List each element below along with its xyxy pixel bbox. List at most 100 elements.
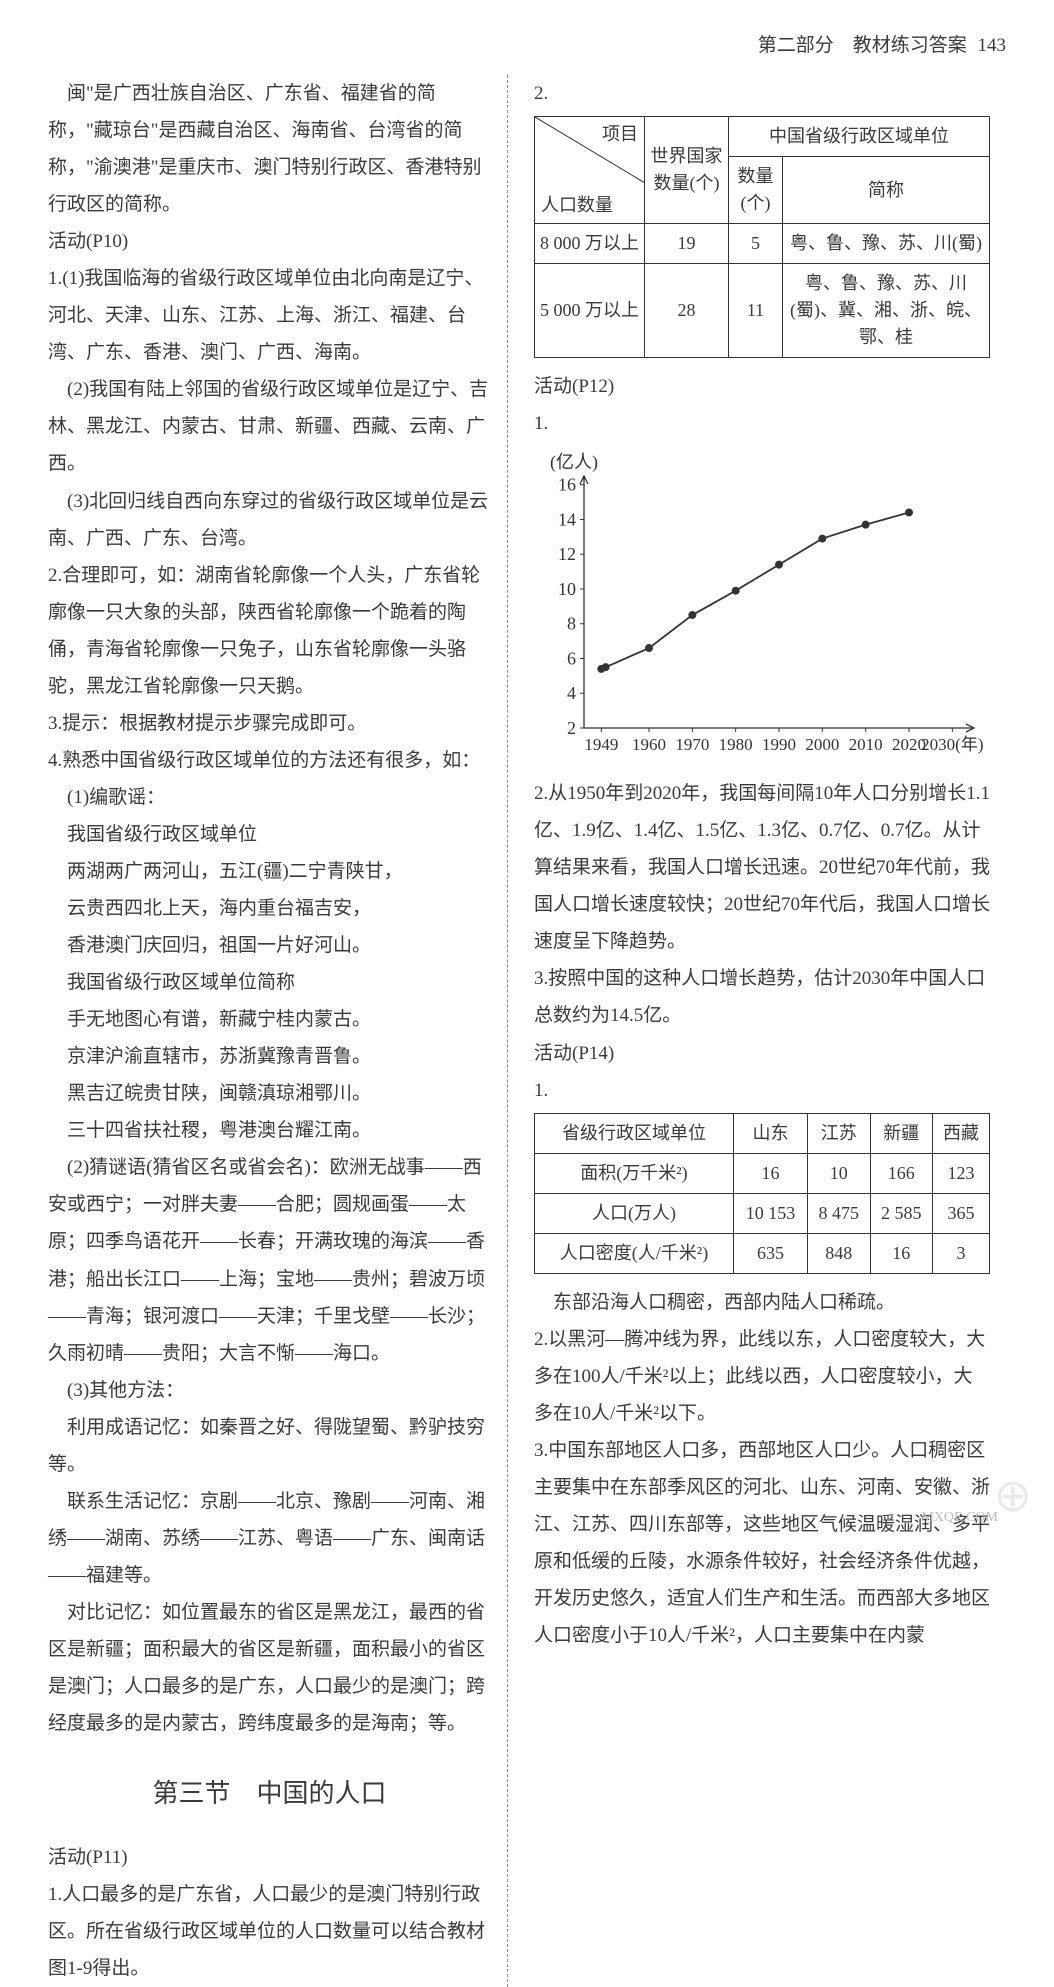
left-column: 闽"是广西壮族自治区、广东省、福建省的简称，"藏琼台"是西藏自治区、海南省、台湾… — [48, 75, 508, 1987]
t2-r2c4: 3 — [933, 1233, 990, 1273]
q4-1d: 香港澳门庆回归，祖国一片好河山。 — [48, 927, 491, 964]
right-column: 2. 项目 人口数量 世界国家数量(个) 中国省级行政区域单位 数量(个) 简称… — [530, 75, 990, 1987]
table-row: 5 000 万以上 28 11 粤、鲁、豫、苏、川(蜀)、冀、湘、浙、皖、鄂、桂 — [535, 264, 990, 358]
t2-h0: 省级行政区域单位 — [535, 1113, 734, 1153]
line-chart-svg: (亿人)246810121416194919601970198019902000… — [534, 448, 984, 758]
q4-1e: 我国省级行政区域单位简称 — [48, 964, 491, 1001]
activity-p12: 活动(P12) — [534, 368, 990, 405]
population-chart: (亿人)246810121416194919601970198019902000… — [534, 448, 990, 771]
t1-r0-label: 8 000 万以上 — [535, 224, 645, 264]
t1-r1-world: 28 — [645, 264, 729, 358]
t2-h4: 西藏 — [933, 1113, 990, 1153]
table-row: 人口密度(人/千米²) 635 848 16 3 — [535, 1233, 990, 1273]
t2-h2: 江苏 — [807, 1113, 870, 1153]
svg-text:2: 2 — [567, 718, 576, 738]
t2-r1c4: 365 — [933, 1193, 990, 1233]
t2-r0c3: 166 — [870, 1153, 933, 1193]
intro-text: 闽"是广西壮族自治区、广东省、福建省的简称，"藏琼台"是西藏自治区、海南省、台湾… — [48, 75, 491, 223]
q4-2: (2)猜谜语(猜省区名或省会名)：欧洲无战事——西安或西宁；一对胖夫妻——合肥；… — [48, 1149, 491, 1371]
activity-p14: 活动(P14) — [534, 1035, 990, 1072]
q3: 3.提示：根据教材提示步骤完成即可。 — [48, 705, 491, 742]
t1-r1-cn: 11 — [729, 264, 783, 358]
t2-r1c3: 2 585 — [870, 1193, 933, 1233]
t2-r0c1: 16 — [733, 1153, 807, 1193]
t1-h2b: 简称 — [783, 157, 990, 224]
page-header: 第二部分 教材练习答案 143 — [48, 30, 1006, 57]
svg-text:8: 8 — [567, 614, 576, 634]
p12-q3: 3.按照中国的这种人口增长趋势，估计2030年中国人口总数约为14.5亿。 — [534, 960, 990, 1034]
t2-r0c4: 123 — [933, 1153, 990, 1193]
t2-h1: 山东 — [733, 1113, 807, 1153]
table-row: 省级行政区域单位 山东 江苏 新疆 西藏 — [535, 1113, 990, 1153]
svg-text:2000: 2000 — [805, 735, 839, 754]
table1-label: 2. — [534, 75, 990, 112]
q4-1g: 京津沪渝直辖市，苏浙冀豫青晋鲁。 — [48, 1038, 491, 1075]
density-table: 省级行政区域单位 山东 江苏 新疆 西藏 面积(万千米²) 16 10 166 … — [534, 1113, 990, 1274]
q4-1a: 我国省级行政区域单位 — [48, 816, 491, 853]
svg-text:1970: 1970 — [675, 735, 709, 754]
table-row: 8 000 万以上 19 5 粤、鲁、豫、苏、川(蜀) — [535, 224, 990, 264]
q4-1h: 黑吉辽皖贵甘陕，闽赣滇琼湘鄂川。 — [48, 1075, 491, 1112]
t1-h1: 世界国家数量(个) — [645, 117, 729, 224]
t2-r2c2: 848 — [807, 1233, 870, 1273]
q4-3a: 利用成语记忆：如秦晋之好、得陇望蜀、黔驴技穷等。 — [48, 1409, 491, 1483]
p12-q2: 2.从1950年到2020年，我国每间隔10年人口分别增长1.1亿、1.9亿、1… — [534, 775, 990, 960]
svg-text:12: 12 — [558, 544, 576, 564]
svg-text:6: 6 — [567, 649, 576, 669]
t2-r2c3: 16 — [870, 1233, 933, 1273]
svg-text:2030(年): 2030(年) — [921, 735, 983, 754]
activity-p11: 活动(P11) — [48, 1839, 491, 1876]
q1c: (3)北回归线自西向东穿过的省级行政区域单位是云南、广西、广东、台湾。 — [48, 483, 491, 557]
svg-text:1980: 1980 — [719, 735, 753, 754]
q4-1i: 三十四省扶社稷，粤港澳台耀江南。 — [48, 1112, 491, 1149]
t1-r1-label: 5 000 万以上 — [535, 264, 645, 358]
watermark-icon: ⊕ — [993, 1468, 1034, 1522]
q2: 2.合理即可，如：湖南省轮廓像一个人头，广东省轮廓像一只大象的头部，陕西省轮廓像… — [48, 557, 491, 705]
q4-head: 4.熟悉中国省级行政区域单位的方法还有很多，如： — [48, 742, 491, 779]
t1-h2a: 数量(个) — [729, 157, 783, 224]
section-title: 第三节 中国的人口 — [48, 1768, 491, 1819]
page-number: 143 — [978, 35, 1007, 56]
diag-bot: 人口数量 — [541, 192, 613, 219]
act11-q1: 1.人口最多的是广东省，人口最少的是澳门特别行政区。所在省级行政区域单位的人口数… — [48, 1876, 491, 1987]
svg-text:16: 16 — [558, 475, 576, 495]
activity-p10: 活动(P10) — [48, 223, 491, 260]
q4-1b: 两湖两广两河山，五江(疆)二宁青陕甘， — [48, 853, 491, 890]
t1-r0-cn: 5 — [729, 224, 783, 264]
svg-text:1960: 1960 — [632, 735, 666, 754]
svg-text:2010: 2010 — [849, 735, 883, 754]
q4-1f: 手无地图心有谱，新藏宁桂内蒙古。 — [48, 1001, 491, 1038]
t2-r1c1: 10 153 — [733, 1193, 807, 1233]
population-table-1: 项目 人口数量 世界国家数量(个) 中国省级行政区域单位 数量(个) 简称 8 … — [534, 116, 990, 358]
table2-label: 1. — [534, 1072, 990, 1109]
q1a: 1.(1)我国临海的省级行政区域单位由北向南是辽宁、河北、天津、山东、江苏、上海… — [48, 260, 491, 371]
q4-3t: (3)其他方法： — [48, 1372, 491, 1409]
table-row: 面积(万千米²) 16 10 166 123 — [535, 1153, 990, 1193]
t2-r2c1: 635 — [733, 1233, 807, 1273]
t2-r2c0: 人口密度(人/千米²) — [535, 1233, 734, 1273]
q4-1c: 云贵西四北上天，海内重台福吉安， — [48, 890, 491, 927]
q4-1t: (1)编歌谣： — [48, 779, 491, 816]
q4-3b: 联系生活记忆：京剧——北京、豫剧——河南、湘绣——湖南、苏绣——江苏、粤语——广… — [48, 1483, 491, 1594]
q4-3c: 对比记忆：如位置最东的省区是黑龙江，最西的省区是新疆；面积最大的省区是新疆，面积… — [48, 1594, 491, 1742]
part-label: 第二部分 教材练习答案 — [758, 35, 967, 56]
t1-r0-world: 19 — [645, 224, 729, 264]
watermark-site: MXQE.COM — [921, 1510, 998, 1526]
q1b: (2)我国有陆上邻国的省级行政区域单位是辽宁、吉林、黑龙江、内蒙古、甘肃、新疆、… — [48, 371, 491, 482]
t2-r1c0: 人口(万人) — [535, 1193, 734, 1233]
diag-header: 项目 人口数量 — [535, 117, 645, 224]
svg-text:(亿人): (亿人) — [550, 452, 598, 473]
p14-q2: 2.以黑河—腾冲线为界，此线以东，人口密度较大，大多在100人/千米²以上；此线… — [534, 1321, 990, 1432]
p14-q3: 3.中国东部地区人口多，西部地区人口少。人口稠密区主要集中在东部季风区的河北、山… — [534, 1432, 990, 1654]
t2-r0c2: 10 — [807, 1153, 870, 1193]
chart-q1-label: 1. — [534, 405, 990, 442]
t2-h3: 新疆 — [870, 1113, 933, 1153]
t2-r0c0: 面积(万千米²) — [535, 1153, 734, 1193]
t1-r0-abbr: 粤、鲁、豫、苏、川(蜀) — [783, 224, 990, 264]
svg-text:1949: 1949 — [584, 735, 618, 754]
svg-text:4: 4 — [567, 683, 576, 703]
t1-h2: 中国省级行政区域单位 — [729, 117, 990, 157]
svg-text:10: 10 — [558, 579, 576, 599]
content-columns: 闽"是广西壮族自治区、广东省、福建省的简称，"藏琼台"是西藏自治区、海南省、台湾… — [48, 75, 1006, 1987]
diag-top: 项目 — [602, 121, 638, 148]
